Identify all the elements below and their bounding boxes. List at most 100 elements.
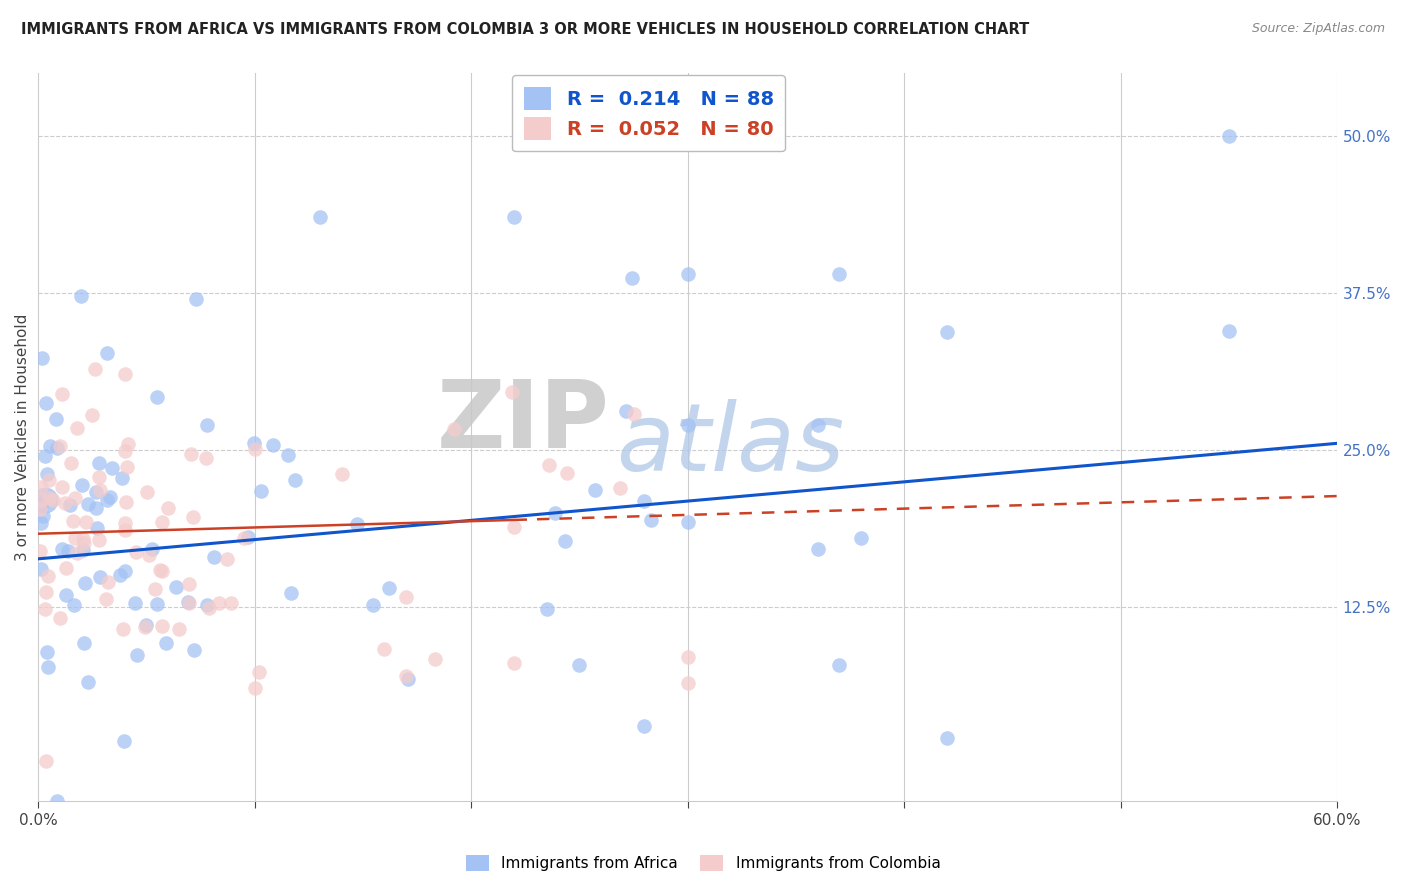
- Point: [250, 483, 273, 498]
- Point: [236, 530, 259, 544]
- Point: [284, 474, 307, 488]
- Point: [936, 325, 959, 339]
- Point: [396, 673, 419, 687]
- Point: [221, 596, 243, 610]
- Point: [145, 391, 167, 405]
- Point: [180, 447, 202, 461]
- Point: [676, 515, 699, 529]
- Point: [828, 267, 851, 281]
- Point: [30, 516, 52, 530]
- Point: [108, 567, 131, 582]
- Point: [101, 461, 124, 475]
- Point: [135, 617, 157, 632]
- Point: [183, 643, 205, 657]
- Point: [31, 351, 53, 366]
- Point: [806, 417, 828, 432]
- Text: ZIP: ZIP: [437, 376, 610, 468]
- Point: [30, 544, 52, 558]
- Point: [1218, 324, 1240, 338]
- Point: [89, 533, 111, 548]
- Point: [308, 211, 330, 225]
- Text: atlas: atlas: [616, 399, 845, 490]
- Point: [280, 586, 302, 600]
- Point: [37, 660, 59, 674]
- Point: [150, 619, 173, 633]
- Point: [51, 542, 73, 557]
- Point: [51, 480, 73, 494]
- Point: [177, 595, 200, 609]
- Point: [806, 542, 828, 557]
- Point: [114, 368, 136, 382]
- Point: [115, 460, 138, 475]
- Point: [155, 636, 177, 650]
- Point: [503, 656, 526, 670]
- Point: [84, 501, 107, 516]
- Point: [146, 597, 169, 611]
- Point: [35, 396, 58, 410]
- Point: [165, 580, 187, 594]
- Point: [37, 569, 59, 583]
- Point: [35, 585, 58, 599]
- Point: [96, 346, 118, 360]
- Point: [32, 509, 55, 524]
- Point: [621, 270, 644, 285]
- Point: [117, 437, 139, 451]
- Point: [42, 492, 65, 507]
- Point: [233, 531, 256, 545]
- Point: [72, 543, 94, 558]
- Point: [167, 623, 190, 637]
- Point: [63, 531, 86, 545]
- Point: [633, 494, 655, 508]
- Point: [125, 648, 148, 663]
- Point: [134, 620, 156, 634]
- Point: [537, 458, 560, 473]
- Point: [395, 668, 418, 682]
- Point: [243, 681, 266, 695]
- Point: [73, 576, 96, 591]
- Point: [49, 610, 72, 624]
- Point: [114, 524, 136, 538]
- Point: [111, 622, 134, 636]
- Point: [177, 597, 200, 611]
- Point: [75, 515, 97, 529]
- Point: [262, 438, 284, 452]
- Point: [63, 598, 86, 612]
- Point: [243, 435, 266, 450]
- Point: [39, 439, 62, 453]
- Point: [544, 506, 567, 520]
- Point: [62, 514, 84, 528]
- Point: [443, 422, 465, 436]
- Point: [676, 676, 699, 690]
- Legend: R =  0.214   N = 88, R =  0.052   N = 80: R = 0.214 N = 88, R = 0.052 N = 80: [512, 76, 786, 152]
- Point: [217, 551, 239, 566]
- Point: [34, 492, 56, 507]
- Point: [114, 565, 136, 579]
- Point: [37, 467, 59, 481]
- Point: [828, 658, 851, 673]
- Point: [557, 466, 579, 480]
- Point: [77, 674, 100, 689]
- Y-axis label: 3 or more Vehicles in Household: 3 or more Vehicles in Household: [15, 313, 30, 561]
- Point: [30, 480, 52, 494]
- Point: [583, 483, 606, 497]
- Point: [378, 582, 401, 596]
- Point: [114, 443, 136, 458]
- Point: [536, 602, 558, 616]
- Point: [616, 404, 638, 418]
- Point: [330, 467, 353, 482]
- Point: [55, 560, 77, 574]
- Point: [112, 734, 135, 748]
- Point: [82, 409, 104, 423]
- Point: [94, 591, 117, 606]
- Point: [114, 516, 136, 530]
- Point: [503, 520, 526, 534]
- Point: [157, 500, 180, 515]
- Point: [623, 407, 645, 421]
- Point: [849, 531, 872, 545]
- Point: [676, 649, 699, 664]
- Point: [60, 456, 83, 470]
- Point: [83, 362, 105, 376]
- Point: [30, 562, 52, 576]
- Text: IMMIGRANTS FROM AFRICA VS IMMIGRANTS FROM COLOMBIA 3 OR MORE VEHICLES IN HOUSEHO: IMMIGRANTS FROM AFRICA VS IMMIGRANTS FRO…: [21, 22, 1029, 37]
- Point: [48, 439, 70, 453]
